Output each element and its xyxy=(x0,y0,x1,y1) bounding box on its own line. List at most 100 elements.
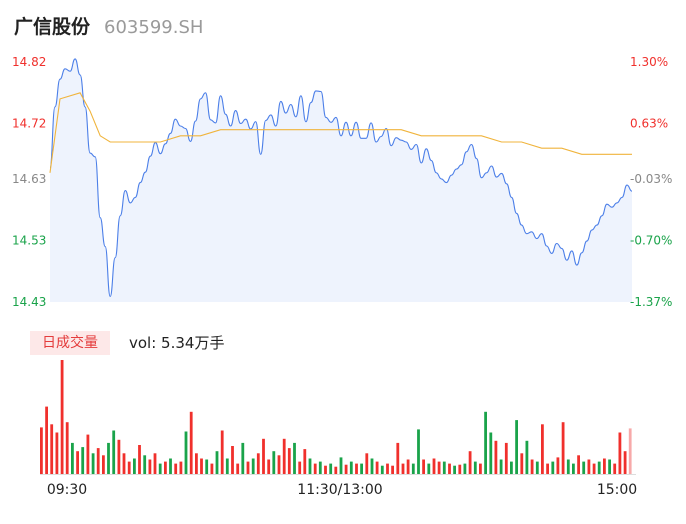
volume-bar xyxy=(50,424,54,474)
volume-bar xyxy=(45,406,48,474)
volume-bar xyxy=(313,463,317,474)
volume-bar xyxy=(236,463,240,474)
volume-bar xyxy=(324,465,327,474)
volume-summary: vol: 5.34万手 xyxy=(129,334,225,352)
volume-bar xyxy=(489,432,493,474)
volume-bar xyxy=(453,465,456,474)
volume-bar xyxy=(277,455,281,474)
volume-bar xyxy=(520,453,524,474)
volume-bar xyxy=(267,459,271,474)
volume-bar xyxy=(225,458,229,474)
volume-bar xyxy=(422,459,425,474)
price-area xyxy=(50,58,632,303)
volume-bar xyxy=(318,461,322,474)
volume-bar xyxy=(205,459,209,474)
volume-bar xyxy=(282,438,286,474)
volume-bar xyxy=(370,458,374,474)
volume-bar xyxy=(256,453,260,474)
y-tick-label: 14.53 xyxy=(12,233,46,247)
pct-tick-label: -0.70% xyxy=(630,233,672,247)
volume-bar xyxy=(189,411,193,474)
volume-bar xyxy=(618,432,622,474)
volume-bar xyxy=(293,442,296,474)
volume-bar xyxy=(65,422,69,474)
volume-bar xyxy=(623,451,627,474)
volume-bar xyxy=(448,463,451,474)
volume-bar xyxy=(107,442,110,474)
volume-bar xyxy=(71,442,74,474)
volume-bar xyxy=(55,432,59,474)
volume-bar xyxy=(360,463,363,474)
volume-bar xyxy=(127,461,131,474)
y-tick-label: 14.63 xyxy=(12,172,46,186)
volume-bar xyxy=(81,447,85,474)
volume-bar xyxy=(272,451,276,474)
volume-bar xyxy=(143,455,147,474)
y-tick-label: 14.72 xyxy=(12,117,46,131)
price-line xyxy=(49,58,633,298)
volume-bar xyxy=(174,463,178,474)
volume-bar xyxy=(210,463,214,474)
volume-bar xyxy=(117,439,121,474)
volume-bar xyxy=(380,465,384,474)
volume-bar xyxy=(344,464,348,474)
volume-bar xyxy=(148,459,152,474)
volume-bar xyxy=(468,451,472,474)
volume-bar xyxy=(133,458,136,474)
volume-bar xyxy=(566,459,570,474)
volume-tab-label: 日成交量 xyxy=(30,331,110,355)
volume-bar xyxy=(499,459,503,474)
volume-bar xyxy=(577,455,580,474)
volume-bar xyxy=(391,465,394,474)
volume-bar xyxy=(406,459,410,474)
volume-bar xyxy=(138,445,141,474)
volume-bar xyxy=(303,449,307,474)
volume-bar xyxy=(411,463,415,474)
stock-name: 广信股份 xyxy=(14,16,91,38)
volume-bar xyxy=(401,463,405,474)
pct-tick-label: -1.37% xyxy=(630,295,672,309)
volume-bar xyxy=(241,442,245,474)
volume-bar xyxy=(112,430,116,474)
volume-bar xyxy=(365,453,369,474)
volume-bar xyxy=(535,461,539,474)
volume-bar xyxy=(86,434,90,474)
volume-bar xyxy=(608,459,611,474)
chart-header: 广信股份 603599.SH xyxy=(14,12,203,40)
volume-bar xyxy=(355,463,358,474)
pct-tick-label: 1.30% xyxy=(630,55,668,69)
volume-bar xyxy=(515,420,518,474)
y-tick-label: 14.43 xyxy=(12,295,46,309)
volume-bar xyxy=(329,463,333,474)
x-tick-label: 15:00 xyxy=(597,482,637,498)
volume-bar xyxy=(494,440,498,474)
volume-bar xyxy=(220,430,224,474)
volume-bar xyxy=(96,448,100,474)
volume-bar xyxy=(541,424,544,474)
volume-bar xyxy=(561,422,565,474)
volume-bar xyxy=(582,461,586,474)
volume-bar xyxy=(628,428,632,474)
volume-bar xyxy=(530,459,534,474)
volume-bar xyxy=(463,463,467,474)
volume-bar xyxy=(556,457,560,474)
y-tick-label: 14.82 xyxy=(12,55,46,69)
volume-bar xyxy=(417,429,420,474)
volume-bar xyxy=(427,463,431,474)
volume-bar xyxy=(298,461,302,474)
pct-tick-label: 0.63% xyxy=(630,117,668,131)
volume-bar xyxy=(308,458,312,474)
volume-bar xyxy=(386,463,389,474)
average-price-line xyxy=(49,92,632,173)
volume-bar xyxy=(76,451,79,474)
volume-bar xyxy=(597,461,601,474)
stock-code: 603599.SH xyxy=(104,17,204,38)
volume-bar xyxy=(510,461,513,474)
volume-bar xyxy=(339,457,343,474)
volume-bar xyxy=(546,463,549,474)
volume-bar xyxy=(551,461,555,474)
volume-bar xyxy=(122,453,126,474)
volume-bar xyxy=(349,461,353,474)
volume-bar xyxy=(572,463,575,474)
